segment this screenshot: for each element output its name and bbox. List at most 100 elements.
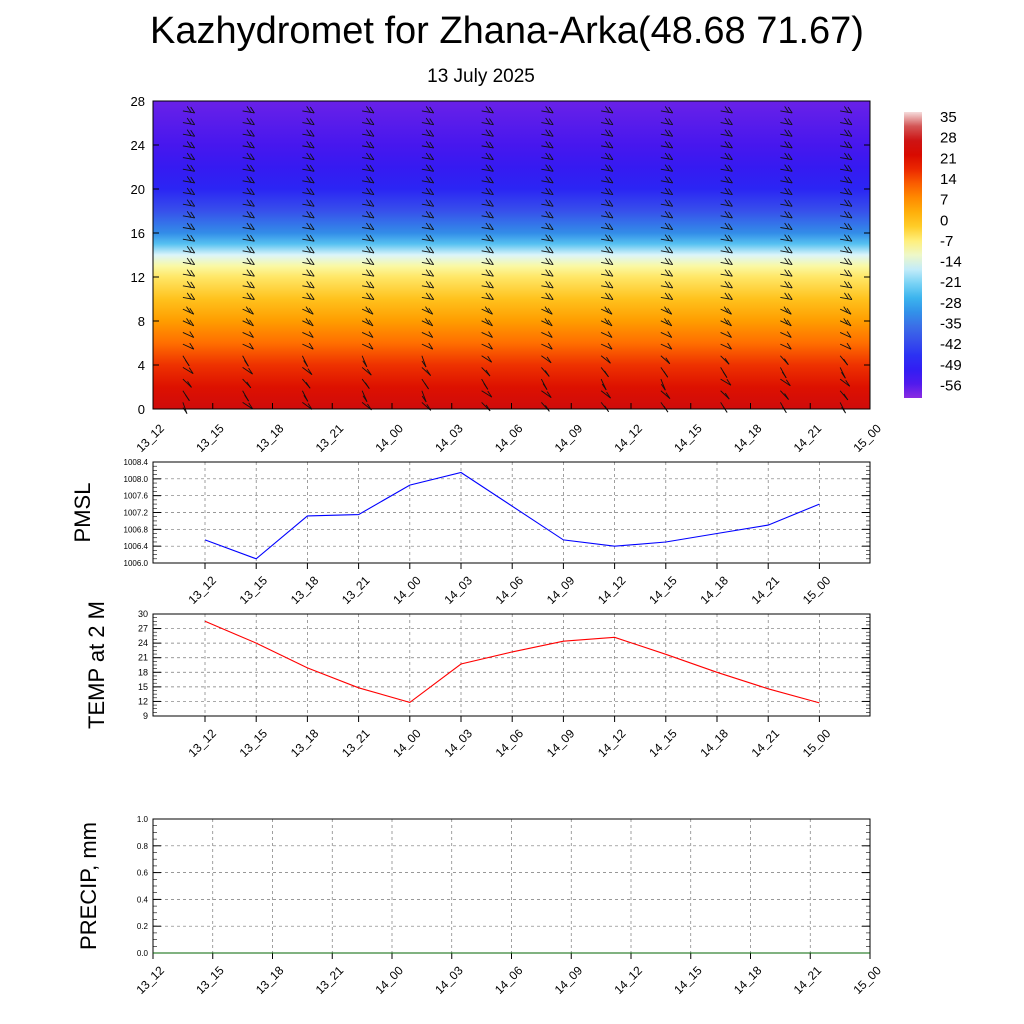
wind-barb-feather (489, 118, 494, 125)
wind-barb-feather (309, 269, 315, 277)
wind-barb-feather (605, 187, 610, 195)
wind-barb (362, 215, 375, 219)
wind-barb-feather (847, 281, 853, 289)
wind-barb-feather (362, 360, 368, 368)
wind-barb (600, 355, 611, 364)
wind-barb-feather (425, 211, 431, 218)
wind-barb (421, 367, 431, 376)
wind-barb-feather (728, 211, 733, 219)
wind-barb (302, 343, 314, 350)
y-tick-label: 1006.0 (124, 559, 149, 568)
wind-barb-feather (545, 129, 551, 136)
heat-y-tick-label: 12 (131, 270, 145, 285)
wind-barb (242, 180, 255, 184)
wind-barb-feather (847, 258, 853, 265)
colorbar-label: -7 (940, 233, 953, 250)
wind-barb-feather (787, 223, 793, 230)
wind-barb (601, 133, 614, 137)
wind-barb-feather (786, 342, 792, 350)
colorbar-label: -14 (940, 254, 962, 271)
wind-barb (481, 145, 494, 149)
wind-barb-feather (429, 223, 435, 230)
wind-barb-feather (844, 199, 849, 206)
wind-barb-feather (309, 153, 315, 160)
wind-barb-feather (246, 292, 252, 300)
wind-barb (660, 332, 672, 338)
wind-barb (840, 297, 853, 300)
x-tick-label: 13_18 (288, 726, 322, 760)
wind-barb-feather (668, 188, 674, 195)
wind-barb-feather (784, 152, 790, 160)
wind-barb-feather (306, 234, 312, 241)
wind-barb (481, 250, 494, 254)
wind-barb-feather (249, 319, 254, 327)
y-tick-label: 27 (138, 624, 148, 634)
wind-barb-feather (250, 130, 255, 137)
wind-barb-feather (303, 360, 309, 367)
wind-barb-feather (186, 269, 192, 276)
wind-barb-feather (484, 306, 490, 313)
wind-barb-feather (190, 246, 196, 254)
wind-barb-feather (369, 188, 375, 195)
wind-barb (780, 285, 793, 289)
wind-barb-feather (485, 292, 491, 300)
wind-barb-feather (489, 130, 494, 137)
wind-barb-feather (784, 257, 790, 265)
wind-barb-feather (787, 293, 793, 300)
wind-barb (302, 402, 313, 410)
wind-barb-feather (548, 118, 554, 125)
wind-barb-feather (604, 306, 610, 313)
x-tick-label: 13_18 (288, 573, 322, 607)
wind-barb-feather (547, 331, 553, 338)
wind-barb (720, 215, 733, 219)
wind-barb-feather (426, 369, 432, 376)
wind-barb (302, 367, 313, 376)
wind-barb (660, 122, 673, 126)
wind-barb-feather (306, 257, 312, 265)
wind-barb (182, 297, 195, 300)
wind-barb-feather (485, 222, 491, 230)
x-tick-label: 14_03 (441, 726, 475, 760)
heat-x-tick-label: 14_21 (791, 421, 825, 455)
wind-barb-feather (664, 117, 670, 125)
x-tick-label: 13_15 (193, 963, 227, 997)
wind-barb-feather (305, 306, 311, 313)
wind-barb (182, 320, 194, 327)
wind-barb-feather (246, 281, 252, 288)
wind-barb-feather (429, 188, 435, 195)
wind-barb (481, 133, 494, 137)
wind-barb (302, 110, 315, 114)
wind-barb-feather (846, 307, 852, 315)
wind-barb (421, 145, 434, 149)
wind-barb-feather (608, 234, 614, 242)
wind-barb-feather (664, 246, 670, 253)
wind-barb-feather (366, 152, 371, 160)
wind-barb-feather (429, 269, 435, 277)
y-tick-label: 21 (138, 653, 148, 663)
wind-barb-feather (723, 306, 729, 313)
wind-barb-feather (306, 129, 312, 136)
wind-barb-feather (787, 246, 793, 254)
wind-barb-feather (545, 141, 551, 148)
wind-barb (481, 390, 493, 398)
wind-barb-feather (246, 269, 252, 276)
wind-barb (242, 157, 255, 161)
wind-barb-feather (366, 281, 371, 288)
wind-barb (720, 157, 733, 161)
wind-barb-feather (429, 141, 435, 149)
wind-barb-feather (425, 292, 431, 300)
wind-barb-feather (368, 331, 374, 338)
wind-barb (361, 308, 374, 315)
wind-barb-feather (250, 188, 255, 195)
wind-barb-feather (787, 130, 793, 137)
wind-barb (421, 110, 434, 114)
colorbar-label: 14 (940, 171, 957, 188)
y-tick-label: 18 (138, 667, 148, 677)
wind-barb-feather (366, 222, 371, 230)
wind-barb-feather (488, 342, 493, 350)
wind-barb (421, 168, 434, 172)
wind-barb (362, 145, 375, 149)
wind-barb-feather (664, 141, 670, 148)
wind-barb-feather (425, 152, 431, 160)
wind-barb (840, 192, 853, 196)
